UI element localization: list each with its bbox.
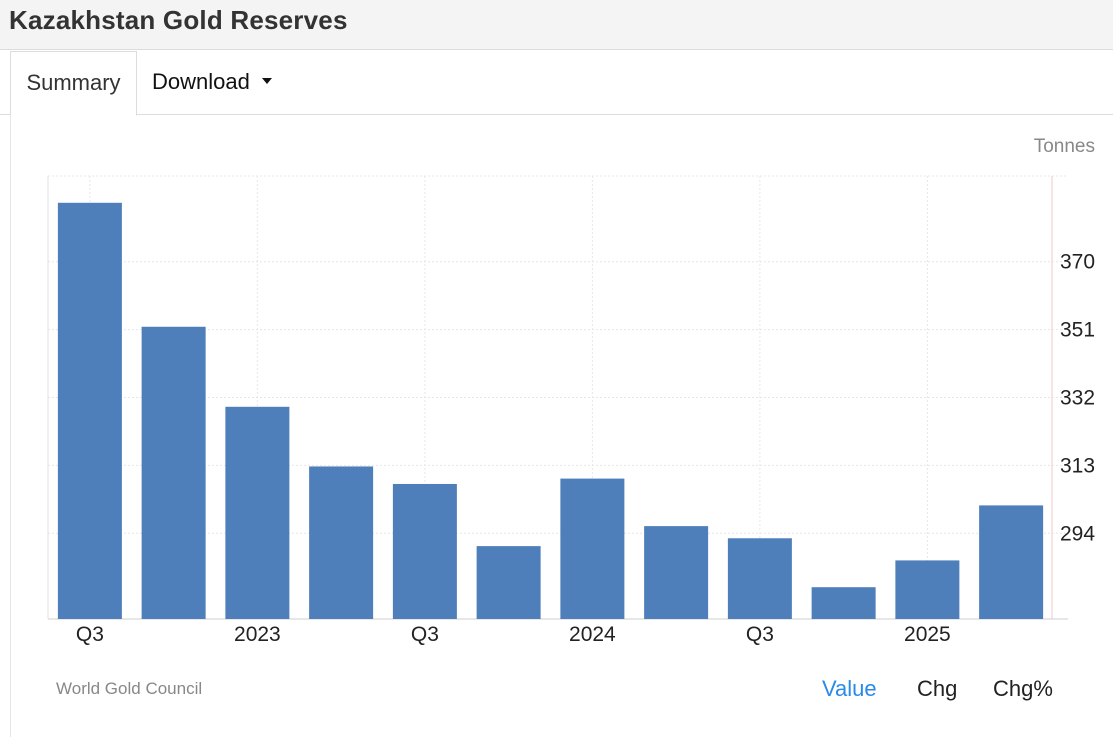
bar[interactable] xyxy=(895,560,960,619)
bar-chart: Tonnes 294 313 332 351 370 Q3 2023 Q3 2024 Q3 202… xyxy=(47,136,1095,646)
x-tick-label: Q3 xyxy=(411,623,439,646)
x-tick-label: 2023 xyxy=(234,623,281,646)
title-bar: Kazakhstan Gold Reserves xyxy=(0,0,1113,50)
bar[interactable] xyxy=(644,526,709,619)
y-tick-label: 351 xyxy=(1060,319,1095,342)
bar[interactable] xyxy=(225,406,290,619)
bar[interactable] xyxy=(141,326,206,619)
download-dropdown[interactable]: Download xyxy=(152,51,272,115)
y-axis-ticks: 294 313 332 351 370 xyxy=(1060,251,1095,546)
page-title: Kazakhstan Gold Reserves xyxy=(9,5,348,35)
y-tick-label: 294 xyxy=(1060,522,1095,545)
bar[interactable] xyxy=(727,538,792,619)
toggle-chg-pct[interactable]: Chg% xyxy=(993,676,1053,701)
bar[interactable] xyxy=(560,478,625,619)
toggle-value[interactable]: Value xyxy=(822,676,877,701)
bar[interactable] xyxy=(979,505,1044,619)
source-label: World Gold Council xyxy=(56,679,203,698)
bar[interactable] xyxy=(309,466,374,619)
x-tick-label: 2025 xyxy=(904,623,951,646)
caret-down-icon xyxy=(261,78,272,85)
tab-bar: Summary Download xyxy=(0,51,1113,116)
chart-panel: Tonnes 294 313 332 351 370 Q3 2023 Q3 2024 Q3 202… xyxy=(10,115,1113,737)
y-tick-label: 370 xyxy=(1060,251,1095,274)
y-tick-label: 313 xyxy=(1060,454,1095,477)
chart-bars xyxy=(57,202,1044,619)
y-tick-label: 332 xyxy=(1060,387,1095,410)
x-tick-label: Q3 xyxy=(76,623,104,646)
bar[interactable] xyxy=(811,587,876,619)
bar[interactable] xyxy=(57,202,122,619)
toggle-chg[interactable]: Chg xyxy=(917,676,958,701)
x-tick-label: Q3 xyxy=(746,623,774,646)
x-axis-ticks: Q3 2023 Q3 2024 Q3 2025 xyxy=(76,623,951,646)
download-label: Download xyxy=(152,69,250,94)
bar[interactable] xyxy=(392,483,457,619)
tab-summary[interactable]: Summary xyxy=(10,51,137,116)
x-tick-label: 2024 xyxy=(569,623,616,646)
unit-label: Tonnes xyxy=(1034,136,1095,157)
bar[interactable] xyxy=(476,546,541,619)
